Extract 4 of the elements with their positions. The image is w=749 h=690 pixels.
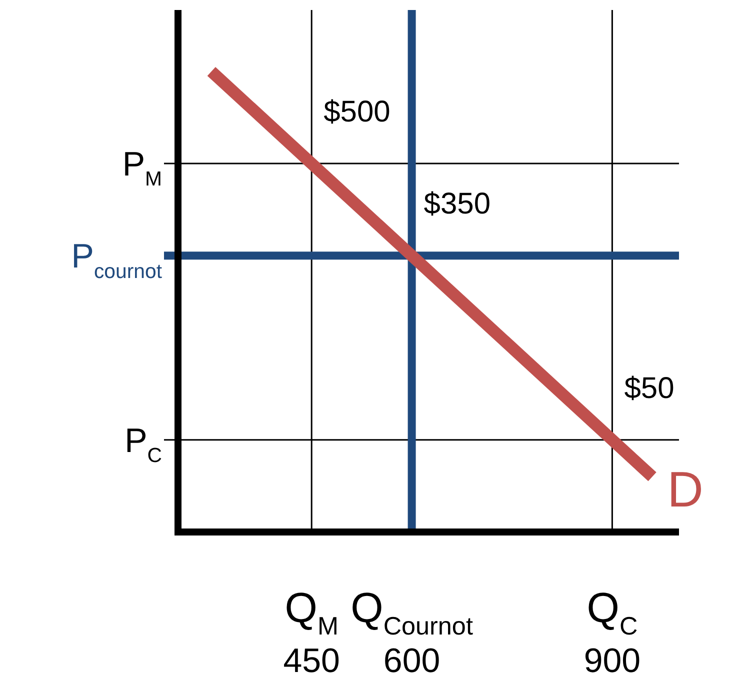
data-label: $500: [324, 96, 390, 129]
data-label: $50: [624, 372, 674, 405]
series-label: D: [667, 462, 704, 518]
data-label: $350: [424, 188, 491, 221]
